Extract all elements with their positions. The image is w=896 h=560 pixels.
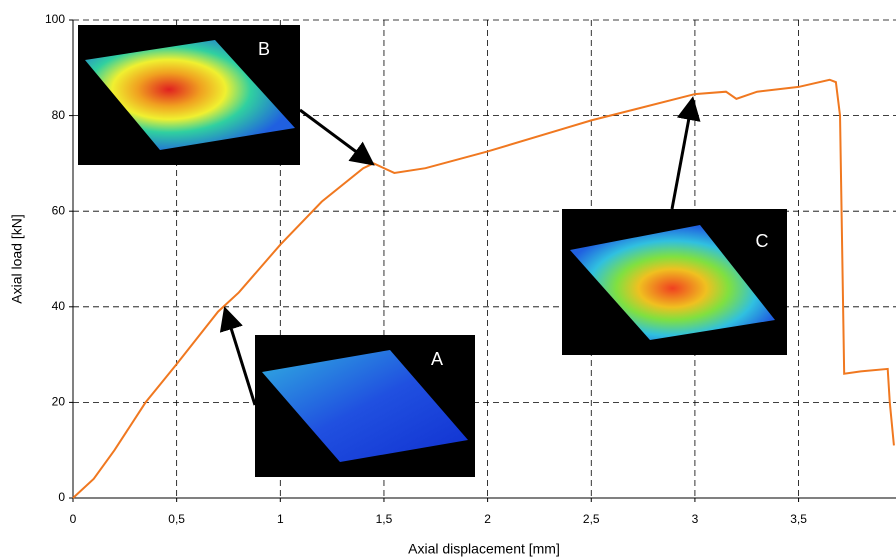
y-axis-title: Axial load [kN] [9,214,25,303]
x-tick-label: 2,5 [583,512,600,526]
x-tick-label: 1 [277,512,284,526]
y-tick-label: 40 [52,299,66,313]
x-tick-label: 0 [70,512,77,526]
inset-b: B [78,25,300,165]
x-tick-label: 3 [692,512,699,526]
data-line [72,78,895,499]
y-tick-label: 80 [52,108,66,122]
y-tick-label: 20 [52,395,66,409]
y-tick-label: 100 [45,12,65,26]
x-tick-label: 3,5 [790,512,807,526]
x-axis-title: Axial displacement [mm] [408,541,560,557]
plot-area: 0 20 40 60 80 100 0 0,5 1 1,5 2 2,5 3 3,5 [45,12,896,526]
arrow [299,108,375,166]
y-tick-label: 60 [52,203,66,217]
arrow [670,96,701,210]
inset-c: C [562,209,787,355]
inset-a: A [255,335,475,477]
arrow [219,306,257,406]
annotation: A [431,349,443,369]
x-tick-label: 2 [484,512,491,526]
x-tick-label: 0,5 [168,512,185,526]
y-tick-label: 0 [58,490,65,504]
annotation: B [258,39,270,59]
annotation: C [756,231,769,251]
x-tick-label: 1,5 [376,512,393,526]
